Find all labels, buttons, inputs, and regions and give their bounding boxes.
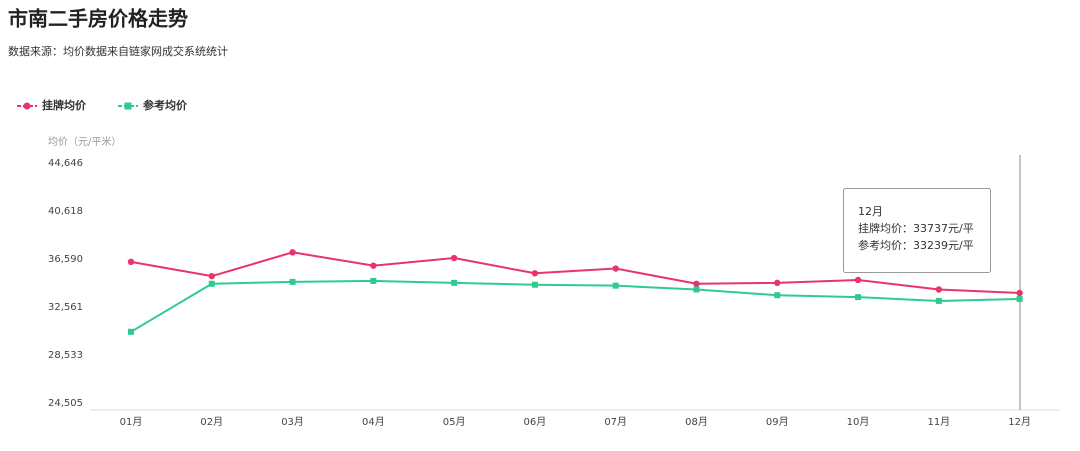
x-tick-label: 04月 <box>362 416 385 428</box>
legend-marker <box>124 102 132 110</box>
y-tick-label: 36,590 <box>48 254 83 265</box>
point <box>531 281 538 288</box>
point <box>693 286 700 293</box>
x-tick-label: 02月 <box>200 416 223 428</box>
tooltip-line: 参考均价：33239元/平 <box>858 238 974 252</box>
point <box>612 265 619 272</box>
x-tick-label: 03月 <box>281 416 304 428</box>
chart-title: 市南二手房价格走势 <box>8 7 188 31</box>
point <box>855 294 862 301</box>
x-tick-label: 08月 <box>685 416 708 428</box>
point <box>127 328 134 335</box>
chart-subtitle: 数据来源：均价数据来自链家网成交系统统计 <box>8 44 228 58</box>
point <box>1016 295 1023 302</box>
x-tick-label: 05月 <box>443 416 466 428</box>
point <box>450 254 458 262</box>
legend-label: 参考均价 <box>143 98 188 112</box>
x-tick-label: 07月 <box>604 416 627 428</box>
point <box>208 280 215 287</box>
y-tick-label: 28,533 <box>48 350 83 361</box>
y-tick-label: 40,618 <box>48 206 83 217</box>
y-tick-label: 24,505 <box>48 398 83 409</box>
x-tick-label: 01月 <box>120 416 143 428</box>
x-tick-label: 10月 <box>847 416 870 428</box>
point <box>289 278 296 285</box>
tooltip-line: 挂牌均价：33737元/平 <box>858 221 974 235</box>
point <box>774 279 781 287</box>
point <box>854 276 862 284</box>
x-tick-label: 09月 <box>766 416 789 428</box>
point <box>774 292 781 299</box>
y-axis-title: 均价（元/平米） <box>48 135 121 148</box>
series-line <box>130 251 1020 294</box>
point <box>531 270 539 277</box>
point <box>127 258 135 266</box>
legend-label: 挂牌均价 <box>42 98 87 112</box>
point <box>935 297 942 304</box>
point <box>693 280 700 287</box>
x-tick-label: 12月 <box>1008 416 1031 428</box>
point <box>208 272 215 280</box>
point <box>612 282 619 289</box>
x-tick-label: 06月 <box>524 416 547 428</box>
y-tick-label: 32,561 <box>48 302 83 313</box>
point <box>289 249 296 256</box>
tooltip-title: 12月 <box>858 205 883 218</box>
point <box>370 277 377 284</box>
point <box>935 286 943 293</box>
point <box>451 279 458 286</box>
y-tick-label: 44,646 <box>48 158 83 169</box>
point <box>1016 289 1023 297</box>
series-line <box>130 279 1020 333</box>
legend-item[interactable]: 挂牌均价 <box>17 98 87 112</box>
x-tick-label: 11月 <box>927 416 950 428</box>
point <box>370 262 377 269</box>
legend-marker <box>23 102 31 110</box>
tooltip-box <box>843 188 991 273</box>
legend-item[interactable]: 参考均价 <box>118 98 188 112</box>
